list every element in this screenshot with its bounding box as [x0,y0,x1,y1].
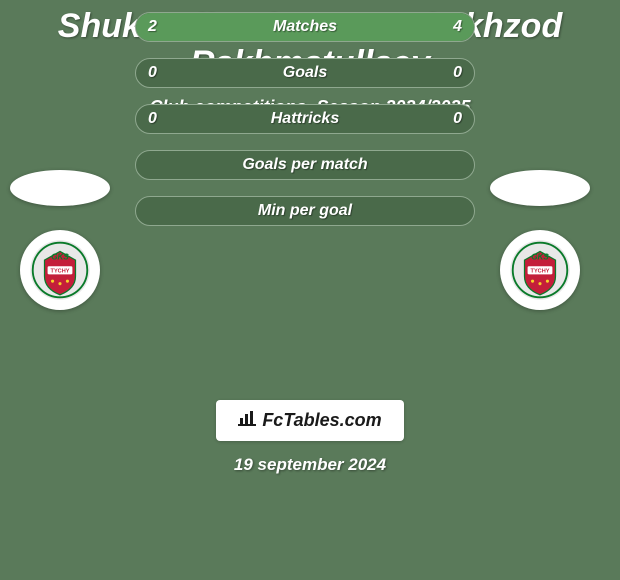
chart-icon [238,410,256,431]
stat-label: Hattricks [136,105,474,133]
club-badge-right: GKS TYCHY [500,230,580,310]
stat-row: Matches2 4 [135,12,475,42]
stats-rows-container: Matches24Goals00Hattricks00Goals per mat… [135,12,475,242]
stat-value-right: 4 [441,13,474,41]
svg-text:GKS: GKS [531,252,549,261]
stat-value-left: 0 [136,105,169,133]
club-badge-left: GKS TYCHY [20,230,100,310]
player-photo-left [10,170,110,206]
svg-text:GKS: GKS [51,252,69,261]
stat-row: Goals0 0 [135,58,475,88]
stat-row: Min per goal [135,196,475,226]
brand-box: FcTables.com [216,400,403,441]
stat-label: Goals per match [136,151,474,179]
stat-value-right: 0 [441,59,474,87]
stat-value-left: 2 [136,13,169,41]
stat-label: Min per goal [136,197,474,225]
stat-label: Matches [136,13,474,41]
footer: FcTables.com 19 september 2024 [0,400,620,475]
generation-date: 19 september 2024 [0,455,620,475]
stat-label: Goals [136,59,474,87]
stat-row: Goals per match [135,150,475,180]
player-photo-right [490,170,590,206]
svg-text:TYCHY: TYCHY [51,268,70,274]
stat-value-right: 0 [441,105,474,133]
stat-value-left: 0 [136,59,169,87]
stat-row: Hattricks0 0 [135,104,475,134]
brand-text: FcTables.com [262,410,381,431]
svg-text:TYCHY: TYCHY [531,268,550,274]
